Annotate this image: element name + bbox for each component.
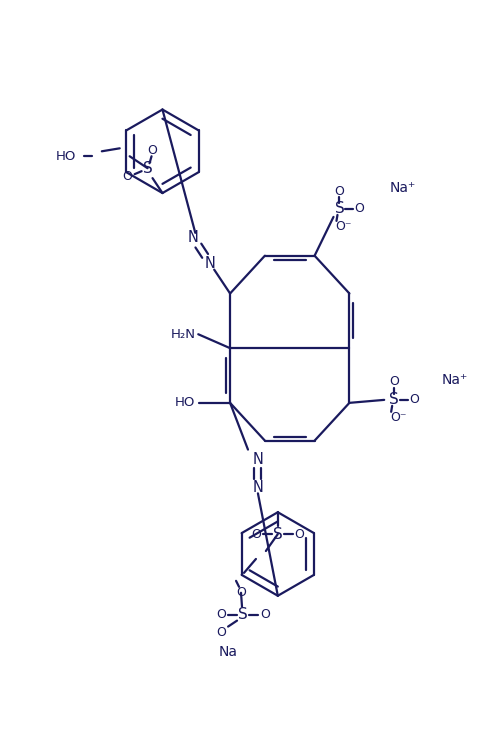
- Text: S: S: [334, 202, 344, 217]
- Text: O: O: [334, 184, 344, 198]
- Text: N: N: [252, 480, 263, 495]
- Text: Na⁺: Na⁺: [388, 181, 415, 195]
- Text: O: O: [236, 587, 245, 599]
- Text: O: O: [250, 528, 260, 541]
- Text: HO: HO: [56, 149, 76, 163]
- Text: S: S: [238, 607, 247, 622]
- Text: N: N: [187, 230, 198, 245]
- Text: Na⁺: Na⁺: [441, 373, 467, 387]
- Text: O: O: [408, 393, 418, 406]
- Text: S: S: [388, 393, 398, 408]
- Text: S: S: [272, 526, 282, 541]
- Text: H₂N: H₂N: [170, 328, 195, 341]
- Text: Na: Na: [218, 646, 237, 659]
- Text: O: O: [388, 375, 398, 389]
- Text: O: O: [147, 143, 157, 157]
- Text: HO: HO: [175, 396, 195, 409]
- Text: N: N: [204, 256, 215, 271]
- Text: O: O: [216, 626, 225, 639]
- Text: O: O: [354, 202, 364, 215]
- Text: O⁻: O⁻: [389, 411, 406, 424]
- Text: O: O: [216, 608, 225, 621]
- Text: O: O: [260, 608, 269, 621]
- Text: O: O: [294, 528, 304, 541]
- Text: N: N: [252, 452, 263, 467]
- Text: S: S: [142, 161, 152, 176]
- Text: O⁻: O⁻: [335, 220, 351, 233]
- Text: O: O: [122, 170, 132, 183]
